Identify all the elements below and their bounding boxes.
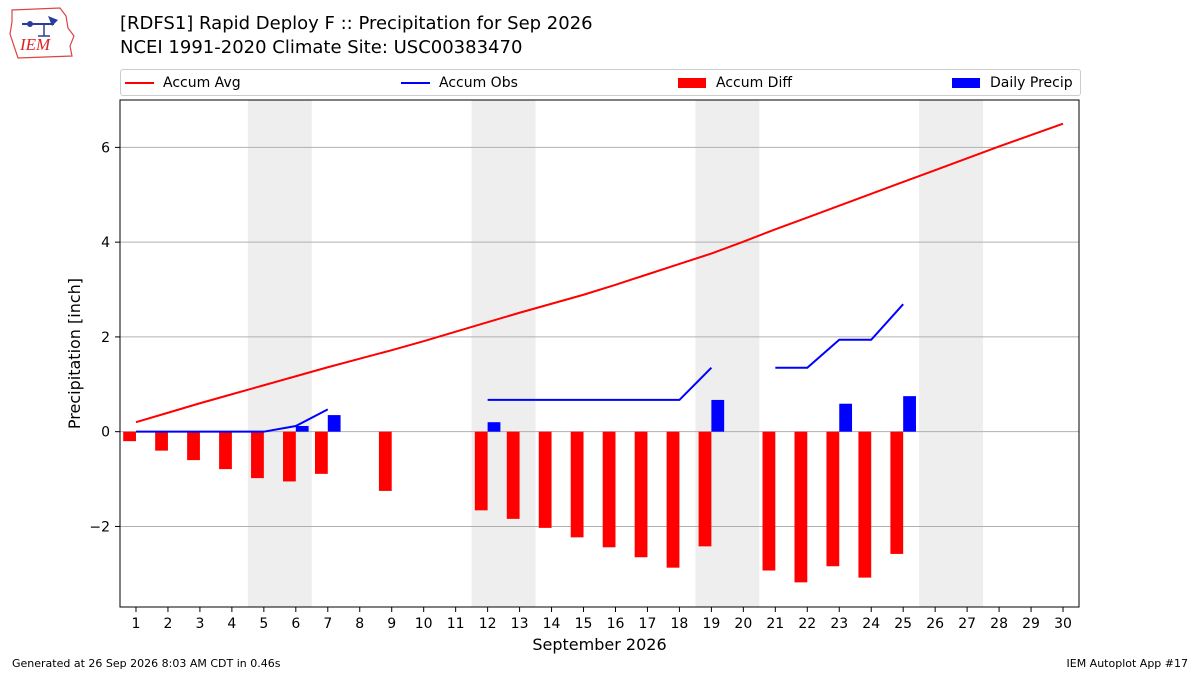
x-tick-label: 27: [958, 616, 976, 632]
accum-diff-bar: [666, 431, 680, 568]
accum-diff-bar: [762, 431, 776, 571]
daily-precip-bar: [711, 399, 725, 432]
x-tick-label: 3: [195, 616, 204, 632]
accum-diff-bar: [602, 431, 616, 548]
x-axis-label: September 2026: [532, 635, 666, 654]
accum-diff-bar: [634, 431, 648, 558]
accum-diff-bar: [123, 431, 136, 442]
x-tick-label: 5: [259, 616, 268, 632]
accum-diff-bar: [858, 431, 872, 578]
accum-obs-line: [135, 408, 329, 433]
accum-diff-bar: [378, 431, 392, 491]
logo-text: IEM: [19, 35, 51, 54]
x-tick-label: 4: [227, 616, 236, 632]
daily-precip-bar: [903, 396, 916, 432]
x-tick-label: 2: [163, 616, 172, 632]
x-tick-label: 9: [387, 616, 396, 632]
x-tick-label: 30: [1054, 616, 1072, 632]
x-tick-label: 21: [766, 616, 784, 632]
x-tick-label: 11: [447, 616, 465, 632]
x-tick-label: 19: [702, 616, 720, 632]
accum-diff-bar: [890, 431, 904, 554]
legend-item-daily-precip: Daily Precip: [952, 70, 1073, 95]
iem-logo: IEM: [9, 7, 75, 59]
legend-swatch-accum-avg: [125, 81, 154, 84]
x-tick-label: 25: [894, 616, 912, 632]
legend-item-accum-obs: Accum Obs: [401, 70, 518, 95]
x-tick-label: 29: [1022, 616, 1040, 632]
weekend-shade: [919, 100, 984, 607]
accum-diff-bar: [187, 431, 200, 461]
x-tick-label: 16: [607, 616, 625, 632]
legend-label-accum-diff: Accum Diff: [716, 74, 793, 91]
chart-subtitle: NCEI 1991-2020 Climate Site: USC00383470: [120, 37, 523, 58]
legend-swatch-accum-diff: [678, 77, 706, 88]
autoplot-app-label: IEM Autoplot App #17: [1066, 657, 1189, 670]
accum-diff-bar: [251, 431, 264, 479]
x-tick-label: 13: [511, 616, 529, 632]
daily-precip-bar: [327, 415, 341, 432]
x-tick-label: 10: [415, 616, 433, 632]
x-tick-label: 8: [355, 616, 364, 632]
generated-timestamp: Generated at 26 Sep 2026 8:03 AM CDT in …: [12, 657, 281, 670]
x-tick-label: 26: [926, 616, 944, 632]
x-tick-label: 12: [479, 616, 497, 632]
accum-diff-bar: [314, 431, 328, 474]
accum-avg-line: [135, 122, 1064, 424]
daily-precip-bar: [295, 425, 309, 432]
chart-title: [RDFS1] Rapid Deploy F :: Precipitation …: [120, 13, 593, 34]
accum-diff-bar: [155, 431, 168, 451]
x-tick-label: 6: [291, 616, 300, 632]
y-axis-label: Precipitation [inch]: [65, 278, 84, 429]
y-tick-label: 4: [101, 235, 110, 251]
accum-diff-bar: [826, 431, 840, 567]
accum-diff-bar: [219, 431, 232, 470]
y-tick-label: 0: [101, 425, 110, 441]
accum-diff-bar: [538, 431, 552, 528]
x-tick-label: 18: [671, 616, 689, 632]
y-tick-label: 6: [101, 140, 110, 156]
x-tick-label: 23: [830, 616, 848, 632]
x-tick-label: 24: [862, 616, 880, 632]
y-tick-label: 2: [101, 330, 110, 346]
plot-frame: [119, 99, 1080, 608]
x-tick-label: 22: [798, 616, 816, 632]
x-tick-label: 17: [639, 616, 657, 632]
accum-diff-bar: [506, 431, 520, 519]
accum-diff-bar: [698, 431, 712, 547]
x-tick-label: 7: [323, 616, 332, 632]
weekend-shade: [247, 100, 312, 607]
chart-legend: Accum Avg Accum Obs Accum Diff Daily Pre…: [120, 69, 1081, 96]
accum-obs-line: [775, 303, 904, 369]
x-tick-label: 15: [575, 616, 593, 632]
weekend-shade: [471, 100, 536, 607]
accum-diff-bar: [794, 431, 808, 583]
legend-label-accum-avg: Accum Avg: [163, 74, 241, 91]
accum-diff-bar: [474, 431, 488, 511]
legend-swatch-daily-precip: [952, 77, 980, 88]
daily-precip-bar: [487, 422, 501, 432]
daily-precip-bar: [839, 403, 853, 432]
accum-obs-line: [487, 367, 713, 401]
legend-item-accum-diff: Accum Diff: [678, 70, 792, 95]
legend-label-accum-obs: Accum Obs: [439, 74, 518, 91]
x-tick-label: 20: [734, 616, 752, 632]
x-tick-label: 28: [990, 616, 1008, 632]
legend-swatch-accum-obs: [401, 81, 430, 84]
legend-item-accum-avg: Accum Avg: [125, 70, 241, 95]
x-tick-label: 14: [543, 616, 561, 632]
accum-diff-bar: [570, 431, 584, 538]
legend-label-daily-precip: Daily Precip: [990, 74, 1073, 91]
accum-diff-bar: [283, 431, 296, 482]
x-tick-label: 1: [132, 616, 141, 632]
y-tick-label: −2: [89, 519, 110, 535]
